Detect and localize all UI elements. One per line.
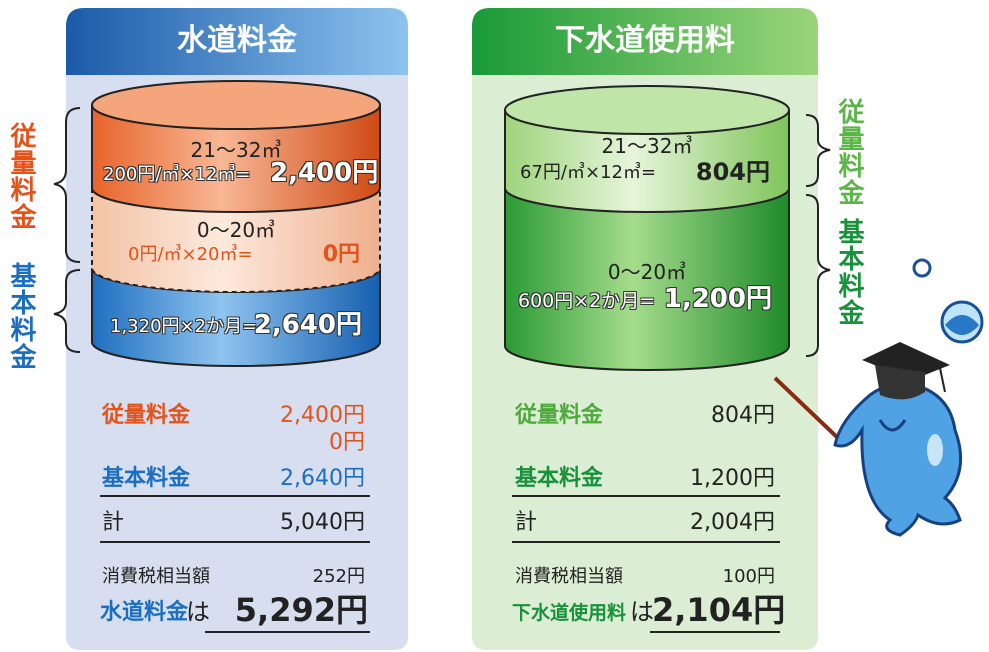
summary-amount: 2,004円 <box>650 512 775 534</box>
tier-formula: 600円×2か月= <box>518 292 655 311</box>
summary-amount: 252円 <box>260 568 365 586</box>
final-amount: 5,292円 <box>210 594 368 626</box>
side-label: 基本料金 <box>836 218 862 326</box>
side-label: 基本料金 <box>8 262 34 370</box>
tier-formula: 67円/㎥×12㎥= <box>520 164 656 182</box>
summary-amount: 2,400円 <box>240 405 365 427</box>
tier-formula: 200円/㎥×12㎥= <box>103 166 251 184</box>
final-label: 水道料金 <box>100 602 188 624</box>
summary-amount: 804円 <box>650 405 775 427</box>
summary-amount: 2,640円 <box>240 468 365 490</box>
tier-amount: 804円 <box>670 160 770 184</box>
tier-amount: 2,400円 <box>270 160 370 186</box>
summary-amount: 1,200円 <box>650 468 775 490</box>
tier-amount: 1,200円 <box>660 286 772 312</box>
final-particle: は <box>186 600 210 624</box>
summary-label: 基本料金 <box>102 468 190 490</box>
summary-amount: 0円 <box>240 432 365 454</box>
summary-label: 従量料金 <box>515 405 603 427</box>
cylinder <box>505 86 789 370</box>
tier-range: 21〜32㎥ <box>505 136 789 156</box>
final-label: 下水道使用料 <box>512 604 626 623</box>
summary-label: 基本料金 <box>515 468 603 490</box>
tier-range: 21〜32㎥ <box>92 140 380 160</box>
tier-range: 0〜20㎥ <box>92 220 380 240</box>
side-label: 従量料金 <box>8 122 34 230</box>
panel-title: 水道料金 <box>66 26 408 56</box>
summary-label: 計 <box>515 512 537 534</box>
summary-label: 従量料金 <box>102 405 190 427</box>
final-amount: 2,104円 <box>652 594 778 626</box>
summary-label: 消費税相当額 <box>515 568 623 586</box>
tier-amount: 2,640円 <box>250 312 362 338</box>
page: 水道料金 下水道使用料 従量料金 基本料金 従量料金 基本料金 21〜32㎥ 2… <box>0 0 989 652</box>
summary-amount: 100円 <box>670 568 775 586</box>
tier-amount: 0円 <box>270 244 360 266</box>
summary-label: 消費税相当額 <box>102 568 210 586</box>
final-particle: は <box>630 600 654 624</box>
tier-range: 0〜20㎥ <box>505 262 789 282</box>
summary-label: 計 <box>102 512 124 534</box>
tier-formula: 0円/㎥×20㎥= <box>128 246 253 264</box>
summary-amount: 5,040円 <box>240 512 365 534</box>
tier-formula: 1,320円×2か月= <box>110 318 257 336</box>
panel-title: 下水道使用料 <box>472 26 818 56</box>
side-label: 従量料金 <box>836 98 862 206</box>
